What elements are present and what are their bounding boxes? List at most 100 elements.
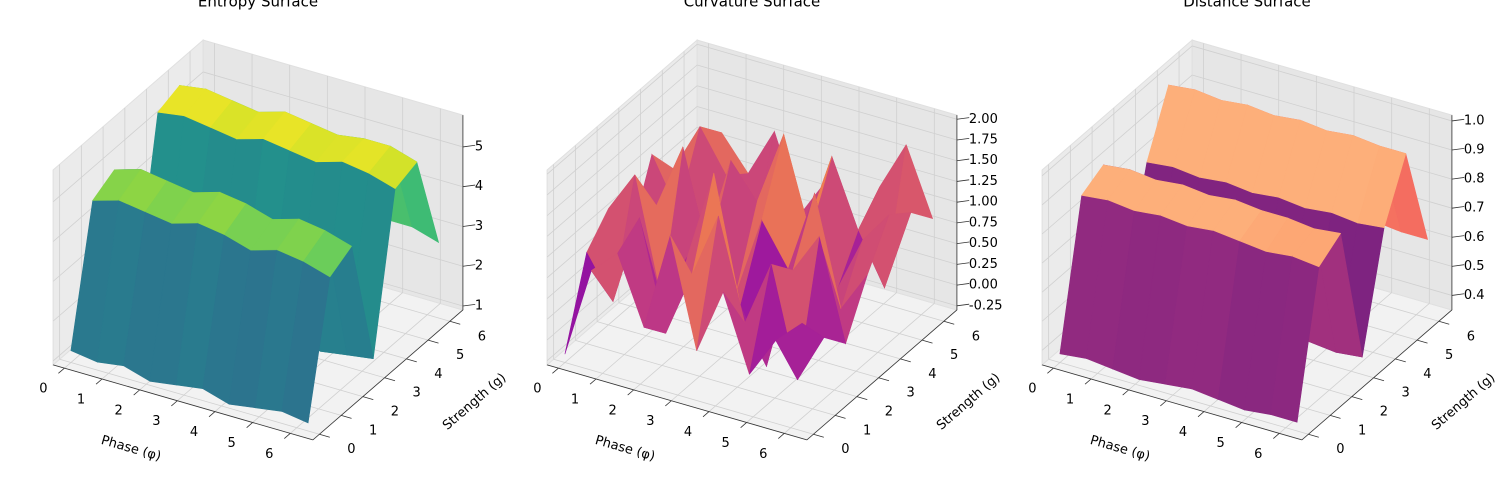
y-axis-label: Strength (g) (1429, 370, 1498, 433)
tick-mark (1451, 293, 1465, 296)
tick-mark (95, 378, 103, 385)
tick-mark (319, 433, 330, 438)
z-tick-label: 4 (475, 179, 483, 194)
tick-mark (627, 389, 634, 396)
x-tick-label: 3 (1141, 414, 1149, 429)
tick-mark (462, 264, 476, 267)
z-tick-label: 1 (475, 298, 483, 313)
tick-mark (778, 433, 785, 439)
tick-mark (1122, 389, 1129, 396)
grid-line (746, 292, 897, 423)
grid-line (546, 106, 698, 237)
z-tick-label: 0.75 (969, 215, 998, 230)
tick-mark (1308, 433, 1319, 438)
x-axis-label: Phase (φ) (1088, 433, 1151, 464)
z-tick-label: 0.00 (969, 278, 998, 293)
tick-mark (835, 415, 846, 419)
tick-mark (1330, 415, 1341, 419)
tick-mark (208, 411, 216, 418)
tick-mark (362, 396, 374, 400)
z-tick-label: 1.25 (969, 174, 998, 189)
x-axis-line (52, 364, 314, 441)
tick-mark (922, 339, 933, 344)
tick-mark (956, 179, 970, 182)
y-tick-label: 1 (369, 423, 377, 438)
tick-mark (1451, 177, 1465, 180)
tick-mark (341, 415, 352, 419)
y-tick-label: 2 (391, 405, 399, 420)
z-tick-label: -0.25 (969, 298, 1003, 313)
z-tick-label: 3 (475, 219, 483, 234)
tick-mark (58, 367, 65, 374)
grid-line (546, 64, 698, 196)
tick-mark (1451, 147, 1465, 151)
z-tick-label: 1.50 (969, 153, 998, 168)
y-tick-label: 6 (972, 329, 980, 344)
chart-title: Entropy Surface (198, 0, 318, 11)
x-axis-line (546, 364, 808, 441)
tick-mark (943, 320, 955, 325)
tick-mark (462, 303, 476, 307)
tick-mark (462, 184, 476, 188)
tick-mark (956, 200, 970, 203)
tick-mark (1047, 367, 1054, 374)
z-tick-label: 0.7 (1464, 201, 1485, 216)
tick-mark (956, 283, 970, 286)
tick-mark (406, 358, 417, 363)
z-tick-label: 5 (475, 139, 483, 154)
z-tick-label: 2 (475, 259, 483, 274)
grid-line (596, 321, 858, 397)
y-tick-label: 3 (412, 386, 420, 401)
z-tick-label: 1.75 (969, 132, 998, 147)
tick-mark (246, 422, 253, 428)
grid-line (290, 303, 441, 434)
tick-mark (1395, 358, 1406, 363)
y-tick-label: 3 (1401, 386, 1409, 401)
y-tick-label: 2 (885, 405, 893, 420)
surface-patch (303, 230, 353, 278)
x-tick-label: 1 (1066, 392, 1074, 407)
tick-mark (284, 433, 291, 439)
z-tick-label: 0.50 (969, 236, 998, 251)
tick-mark (956, 262, 970, 265)
z-tick-label: 0.8 (1464, 172, 1485, 187)
surface-patch (368, 145, 418, 189)
x-tick-label: 4 (1179, 425, 1187, 440)
grid-line (696, 64, 958, 141)
grid-line (1191, 74, 1453, 151)
z-tick-label: 1.0 (1464, 113, 1485, 128)
tick-mark (956, 241, 970, 245)
tick-mark (1197, 411, 1205, 418)
x-tick-label: 2 (609, 403, 617, 418)
tick-mark (1084, 378, 1092, 385)
tick-mark (1351, 396, 1363, 400)
grid-line (575, 340, 836, 416)
x-tick-label: 2 (1104, 403, 1112, 418)
grid-line (1279, 303, 1430, 434)
y-tick-label: 4 (1423, 367, 1431, 382)
tick-mark (384, 377, 396, 382)
tick-mark (449, 320, 461, 325)
x-tick-label: 0 (39, 382, 47, 397)
tick-mark (956, 303, 970, 307)
y-tick-label: 1 (863, 423, 871, 438)
x-axis-label: Phase (φ) (99, 433, 162, 464)
tick-mark (171, 400, 178, 407)
y-axis-line (312, 309, 464, 441)
grid-line (1191, 45, 1453, 122)
tick-mark (1438, 320, 1450, 325)
x-tick-label: 6 (265, 447, 273, 462)
grid-line (546, 43, 698, 175)
tick-mark (702, 411, 710, 418)
y-tick-label: 6 (1467, 329, 1475, 344)
grid-line (59, 358, 320, 435)
x-tick-label: 3 (152, 414, 160, 429)
tick-mark (1417, 339, 1428, 344)
tick-mark (665, 400, 672, 407)
tick-mark (589, 378, 597, 385)
y-axis-line (806, 309, 958, 441)
